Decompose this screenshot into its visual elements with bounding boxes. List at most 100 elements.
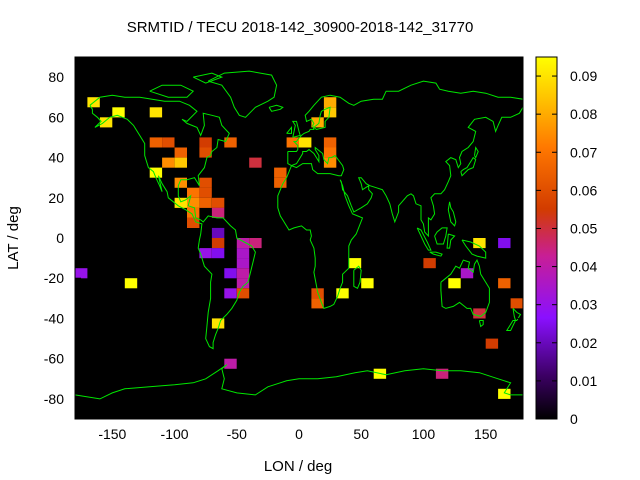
y-axis-label: LAT / deg: [5, 206, 22, 270]
colorbar-tick-label: 0.01: [570, 373, 597, 389]
heatmap-cell: [435, 368, 449, 379]
coastline: [505, 308, 522, 331]
x-axis-ticks: -150 -100 -50 0 50 100 150: [98, 57, 498, 442]
coastline: [434, 227, 448, 245]
x-axis-label: LON / deg: [264, 458, 332, 475]
coastline: [313, 106, 331, 130]
heatmap-cell: [187, 197, 200, 208]
colorbar-tick-label: 0.02: [570, 335, 597, 351]
y-tick-label: -20: [44, 270, 64, 286]
heatmap-cell: [348, 258, 362, 269]
x-tick-label: 100: [412, 426, 436, 442]
heatmap-cell: [323, 137, 337, 148]
heatmap-cell: [299, 137, 312, 148]
x-tick-label: 0: [295, 426, 303, 442]
heatmap-cell: [498, 278, 511, 289]
coastline: [149, 84, 195, 98]
heatmap-cell: [149, 107, 163, 118]
coastline: [478, 320, 484, 328]
heatmap-cell: [236, 288, 250, 299]
coastline: [474, 146, 479, 159]
heatmap-cell: [473, 238, 486, 249]
heatmap-cell: [99, 117, 113, 128]
y-tick-label: -60: [44, 351, 64, 367]
coastline: [440, 258, 490, 317]
heatmap-cell: [473, 308, 486, 319]
coastline: [74, 364, 523, 400]
heatmap-cell: [199, 137, 212, 148]
y-tick-label: 20: [48, 190, 64, 206]
heatmap-cell: [236, 258, 250, 269]
colorbar-tick-label: 0.06: [570, 182, 597, 198]
coastline: [192, 72, 224, 84]
heatmap-cell: [236, 268, 250, 279]
heatmap-cell: [286, 137, 299, 148]
heatmap-cell: [485, 338, 499, 349]
colorbar-tick-label: 0.05: [570, 220, 597, 236]
heatmap-cell: [112, 107, 125, 118]
coastline: [207, 70, 278, 118]
coastline: [291, 120, 301, 138]
heatmap-cell: [423, 258, 436, 269]
chart-title: SRMTID / TECU 2018-142_30900-2018-142_31…: [127, 19, 474, 36]
heatmap-cell: [211, 197, 225, 208]
heatmap-cell: [323, 147, 337, 158]
colorbar-tick-label: 0.08: [570, 106, 597, 122]
heatmap-cell: [249, 157, 262, 168]
coastlines: [74, 70, 524, 400]
heatmap-cell: [224, 358, 237, 369]
y-tick-label: -40: [44, 310, 64, 326]
heatmap-cell: [498, 238, 511, 249]
heatmap-cell: [199, 248, 212, 259]
heatmap-cell: [187, 187, 200, 198]
colorbar-gradient: [535, 56, 558, 420]
heatmap-cell: [311, 298, 324, 309]
heatmap-cell: [236, 248, 250, 259]
colorbar-tick-label: 0.07: [570, 144, 597, 160]
heatmap-cell: [174, 197, 187, 208]
heatmap-cell: [174, 177, 187, 188]
coastline: [429, 251, 443, 257]
heatmap-cell: [274, 177, 287, 188]
heatmap-cell: [361, 278, 374, 289]
y-tick-label: -80: [44, 391, 64, 407]
coastline: [268, 104, 284, 112]
y-tick-label: 80: [48, 69, 64, 85]
heatmap-cell: [174, 147, 187, 158]
heatmap-cell: [149, 167, 163, 178]
colorbar: 0 0.01 0.02 0.03 0.04 0.05 0.06 0.07 0.08 0.09: [535, 56, 597, 427]
x-tick-label: 150: [474, 426, 498, 442]
plot-background: [75, 57, 523, 419]
heatmap-cell: [323, 97, 337, 108]
heatmap-cell: [224, 137, 237, 148]
heatmap-cell: [124, 278, 138, 289]
heatmap-cell: [224, 288, 237, 299]
heatmap-cell: [510, 298, 523, 309]
coastline: [446, 233, 456, 249]
heatmap-cell: [460, 268, 474, 279]
heatmap-cell: [249, 238, 262, 249]
x-tick-label: -150: [98, 426, 126, 442]
colorbar-tick-label: 0.04: [570, 259, 597, 275]
coastline: [460, 156, 477, 177]
heatmap-cell: [187, 207, 200, 218]
coastline: [286, 125, 292, 134]
y-tick-label: 60: [48, 109, 64, 125]
heatmap-cell: [211, 227, 225, 238]
heatmap-cell: [75, 268, 88, 279]
coastline: [277, 80, 524, 310]
coastline: [447, 201, 457, 227]
y-tick-label: 40: [48, 150, 64, 166]
y-axis-ticks: -80 -60 -40 -20 0 20 40 60 80: [44, 69, 523, 407]
heatmap-cell: [199, 197, 212, 208]
x-tick-label: -50: [227, 426, 247, 442]
y-tick-label: 0: [56, 230, 64, 246]
coastline: [353, 265, 362, 290]
colorbar-tick-label: 0.09: [570, 68, 597, 84]
coastline: [416, 227, 432, 251]
coastline: [89, 94, 256, 350]
heatmap-cell: [199, 187, 212, 198]
heatmap-cell: [236, 278, 250, 289]
heatmap-cell: [211, 207, 225, 218]
